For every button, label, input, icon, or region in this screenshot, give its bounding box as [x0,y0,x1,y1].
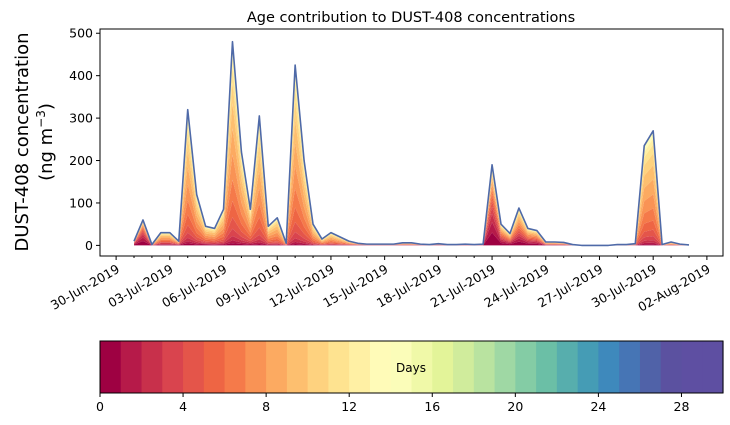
colorbar-segment [556,341,579,393]
colorbar-tick-label: 24 [590,399,606,414]
area-layer-age-29 [134,41,689,246]
area-layer-age-15 [134,43,689,246]
x-axis: 30-Jun-201903-Jul-201906-Jul-201909-Jul-… [48,256,713,315]
colorbar-segment [536,341,558,393]
colorbar-segment [598,341,620,393]
y-axis-label-units-prefix: (ng m [36,128,57,181]
area-layer-age-26 [134,41,689,246]
colorbar-tick-label: 8 [262,399,270,414]
area-layer-age-17 [134,41,689,246]
colorbar-segment [453,341,475,393]
colorbar-segment [245,341,267,393]
colorbar-segment [266,341,288,393]
colorbar-label: Days [396,361,426,375]
colorbar-segment [183,341,205,393]
colorbar [99,340,724,394]
colorbar-segment [349,341,371,393]
colorbar-tick-label: 28 [674,399,690,414]
colorbar-segment [577,341,599,393]
colorbar-segment [286,341,309,393]
area-layer-age-24 [134,41,689,246]
area-layer-age-1 [134,222,689,246]
colorbar-segment [141,341,163,393]
colorbar-segment [328,341,350,393]
total-outline-layer [133,40,690,247]
area-layer-age-19 [134,41,689,246]
area-layer-age-14 [134,44,689,246]
colorbar-tick-label: 20 [507,399,523,414]
y-axis-label-units-exponent: −3 [34,110,48,128]
colorbar-segment [432,341,454,393]
colorbar-tick-label: 0 [96,399,104,414]
total-outline [133,40,690,247]
colorbar-segment [120,341,143,393]
colorbar-tick-label: 4 [179,399,187,414]
colorbar-segment [162,341,184,393]
area-layer-age-25 [134,41,689,246]
area-layer-age-22 [134,41,689,246]
y-axis: 0 100 200 300 400 500 [69,26,100,253]
y-tick-label: 200 [69,153,93,168]
colorbar-segment [203,341,226,393]
colorbar-segment [702,341,724,393]
area-layer-age-12 [134,55,689,246]
colorbar-segment [681,341,703,393]
colorbar-segment [494,341,516,393]
colorbar-segment [515,341,537,393]
y-axis-label-units: (ng m−3) [34,103,57,181]
area-layer-age-23 [134,41,689,246]
colorbar-segment [660,341,683,393]
colorbar-segment [411,341,433,393]
chart-title: Age contribution to DUST-408 concentrati… [247,10,575,26]
y-axis-label: DUST-408 concentration [12,32,33,251]
colorbar-segment [100,341,122,393]
y-tick-label: 500 [69,26,93,41]
area-layer-age-20 [134,41,689,246]
area-layer-age-13 [134,48,689,246]
stacked-area-layers [134,41,689,246]
y-tick-label: 100 [69,195,93,210]
area-layer-age-18 [134,41,689,246]
colorbar-tick-label: 12 [341,399,357,414]
y-axis-label-line1: DUST-408 concentration [12,32,33,251]
colorbar-segment [369,341,392,393]
y-tick-label: 300 [69,111,93,126]
colorbar-segment [307,341,330,393]
y-tick-label: 400 [69,68,93,83]
y-tick-label: 0 [85,238,93,253]
area-layer-age-21 [134,41,689,246]
colorbar-segment [473,341,496,393]
area-layer-age-11 [134,65,689,246]
plot-frame [99,28,724,257]
area-layer-age-27 [134,41,689,246]
colorbar-segment [639,341,662,393]
area-layer-age-0 [134,232,689,246]
area-layer-age-28 [134,41,689,246]
y-axis-label-units-suffix: ) [36,103,57,110]
area-layer-age-16 [134,42,689,246]
colorbar-segment [619,341,641,393]
colorbar-segment [224,341,246,393]
colorbar-frame [99,340,724,394]
colorbar-tick-label: 16 [424,399,440,414]
colorbar-ticks: 0 4 8 12 16 20 24 28 [96,393,689,414]
colorbar-segment [390,341,413,393]
